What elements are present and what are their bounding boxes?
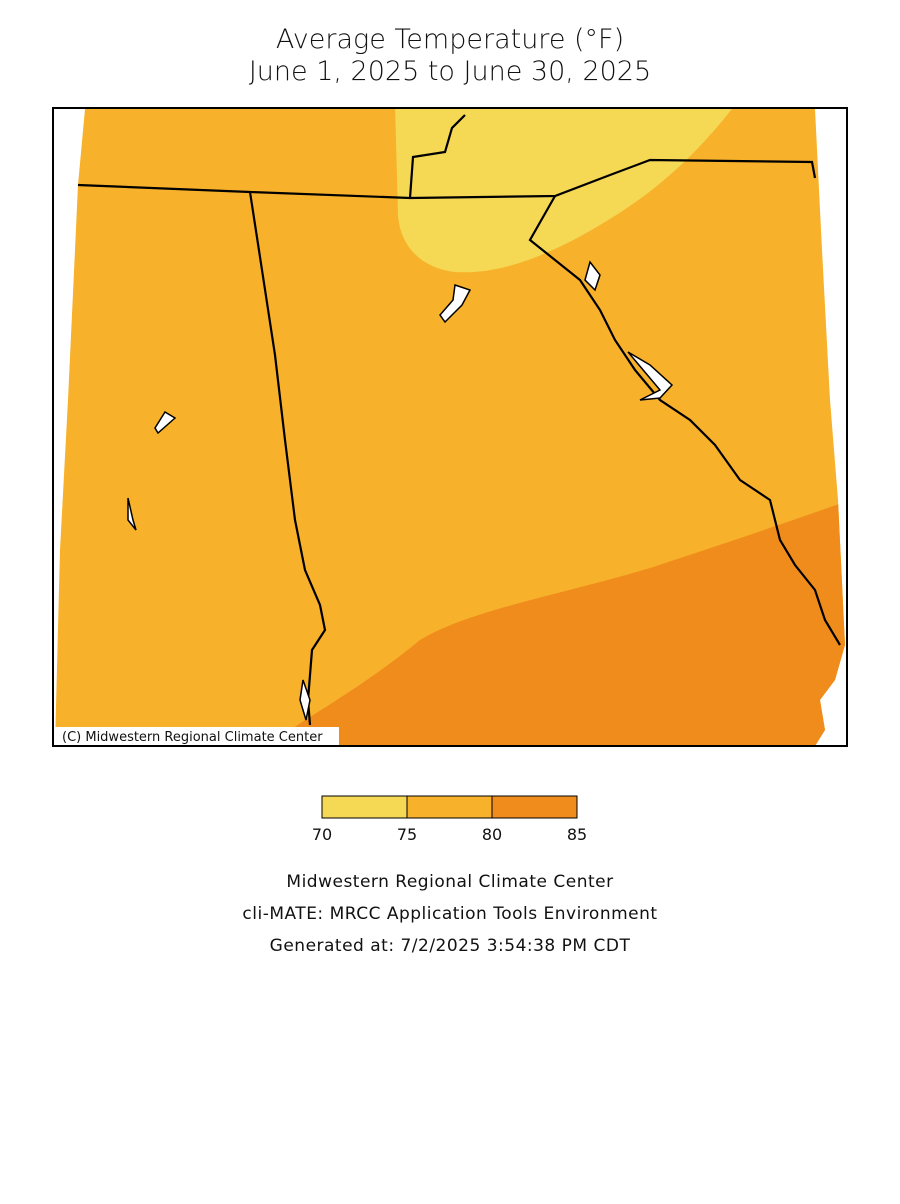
map-title: Average Temperature (°F) <box>276 24 624 55</box>
footer-line: Generated at: 7/2/2025 3:54:38 PM CDT <box>270 936 631 956</box>
legend-tick-label: 80 <box>482 825 502 844</box>
temperature-zone-cool <box>395 109 735 273</box>
temperature-zone-warm <box>262 500 845 746</box>
map: (C) Midwestern Regional Climate Center <box>52 107 848 747</box>
legend-tick-label: 70 <box>312 825 332 844</box>
legend-swatch <box>406 795 493 819</box>
legend-swatch <box>491 795 578 819</box>
legend: 70 75 80 85 <box>312 795 587 844</box>
map-frame <box>52 107 848 747</box>
footer-line: cli-MATE: MRCC Application Tools Environ… <box>242 904 657 924</box>
lakes <box>127 260 674 721</box>
map-subtitle: June 1, 2025 to June 30, 2025 <box>249 56 651 87</box>
legend-tick-label: 85 <box>567 825 587 844</box>
map-credit: (C) Midwestern Regional Climate Center <box>62 730 323 745</box>
credit-background <box>55 727 339 745</box>
state-borders <box>77 114 841 726</box>
legend-tick-label: 75 <box>397 825 417 844</box>
legend-swatch <box>321 795 408 819</box>
footer-line: Midwestern Regional Climate Center <box>286 872 613 892</box>
